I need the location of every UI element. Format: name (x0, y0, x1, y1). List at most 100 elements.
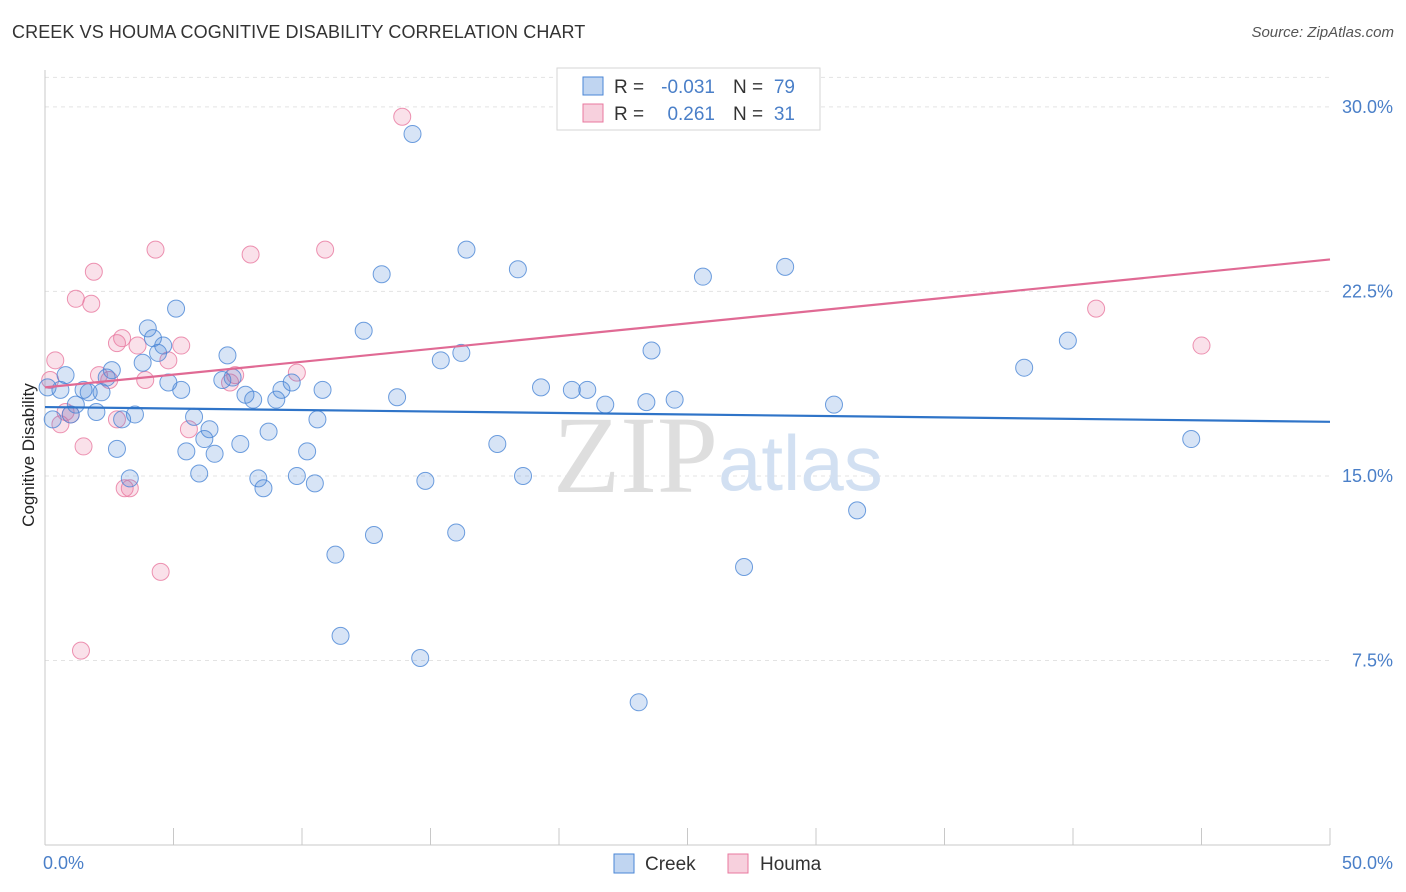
creek-point (195, 430, 214, 449)
r-label: R = (614, 104, 644, 125)
creek-point (1182, 430, 1201, 449)
creek-point (133, 353, 152, 372)
creek-point (447, 523, 466, 542)
creek-point (120, 469, 139, 488)
creek-point (308, 410, 327, 429)
x-tick-label: 50.0% (1342, 853, 1393, 873)
creek-point (259, 422, 278, 441)
creek-point (282, 373, 301, 392)
creek-point (107, 439, 126, 458)
houma-point (120, 479, 139, 498)
creek-point (167, 299, 186, 318)
creek-point (488, 434, 507, 453)
houma-point (287, 363, 306, 382)
houma-point (66, 289, 85, 308)
creek-point (596, 395, 615, 414)
houma-bottom-label: Houma (760, 854, 822, 875)
x-tick-labels: 0.0% 50.0% (43, 853, 1393, 873)
y-tick-label: 15.0% (1342, 466, 1393, 486)
houma-point (151, 562, 170, 581)
creek-point (1015, 358, 1034, 377)
creek-point (177, 442, 196, 461)
houma-point (128, 336, 147, 355)
creek-point (372, 265, 391, 284)
creek-point (416, 471, 435, 490)
houma-point (241, 245, 260, 264)
houma-point (1087, 299, 1106, 318)
houma-point (46, 351, 65, 370)
creek-point (824, 395, 843, 414)
houma-point (113, 329, 132, 348)
creek-point (56, 366, 75, 385)
n-label: N = (733, 77, 763, 98)
creek-point (231, 434, 250, 453)
y-tick-labels: 7.5% 15.0% 22.5% 30.0% (1342, 97, 1393, 671)
houma-bottom-swatch (727, 853, 749, 874)
creek-point (562, 380, 581, 399)
houma-point (316, 240, 335, 259)
houma-point (146, 240, 165, 259)
houma-legend-swatch (582, 103, 604, 123)
source-credit: Source: ZipAtlas.com (1251, 24, 1394, 41)
creek-point (154, 336, 173, 355)
creek-point (172, 380, 191, 399)
n-value: 79 (774, 77, 795, 98)
creek-point (735, 557, 754, 576)
stats-legend-box (556, 67, 821, 131)
n-label: N = (733, 104, 763, 125)
creek-point (431, 351, 450, 370)
creek-point (125, 405, 144, 424)
bottom-legend[interactable]: Creek Houma (613, 853, 822, 875)
creek-point (74, 380, 93, 399)
houma-point (82, 294, 101, 313)
n-value: 31 (774, 104, 795, 125)
creek-point (578, 380, 597, 399)
creek-legend-swatch (582, 76, 604, 96)
houma-points (41, 107, 1211, 660)
creek-point (1058, 331, 1077, 350)
creek-point (364, 526, 383, 544)
creek-point (287, 466, 306, 485)
creek-point (218, 346, 237, 365)
houma-point (136, 371, 155, 389)
stats-legend: R = -0.031 N = 79 R = 0.261 N = 31 (556, 67, 821, 131)
creek-point (244, 390, 263, 409)
trend-lines (44, 258, 1331, 423)
creek-point (642, 341, 661, 360)
creek-point (411, 649, 430, 668)
houma-point (115, 479, 134, 498)
r-label: R = (614, 77, 644, 98)
houma-point (107, 410, 126, 429)
creek-point (190, 464, 209, 483)
creek-point (514, 466, 533, 485)
houma-point (393, 107, 412, 126)
creek-point (848, 501, 867, 520)
creek-point (102, 361, 121, 380)
creek-point (388, 388, 407, 407)
creek-point (272, 380, 291, 399)
houma-point (74, 437, 93, 456)
creek-point (87, 402, 106, 421)
watermark-atlas: atlas (718, 419, 883, 507)
creek-point (66, 395, 85, 414)
creek-point (532, 378, 551, 397)
creek-point (403, 124, 422, 143)
houma-point (84, 262, 103, 281)
chart-title: CREEK VS HOUMA COGNITIVE DISABILITY CORR… (12, 22, 586, 42)
creek-point (185, 407, 204, 426)
y-tick-label: 22.5% (1342, 281, 1393, 301)
creek-point (629, 693, 648, 712)
y-tick-label: 7.5% (1352, 650, 1393, 670)
creek-point (326, 545, 345, 564)
creek-point (693, 267, 712, 286)
r-value: -0.031 (661, 77, 715, 98)
creek-trend-line (44, 405, 1331, 423)
creek-bottom-label: Creek (645, 854, 696, 875)
axes (44, 70, 1331, 846)
houma-point (172, 336, 191, 355)
creek-point (254, 479, 273, 498)
creek-bottom-swatch (613, 853, 635, 874)
y-tick-label: 30.0% (1342, 97, 1393, 117)
creek-point (249, 469, 268, 488)
